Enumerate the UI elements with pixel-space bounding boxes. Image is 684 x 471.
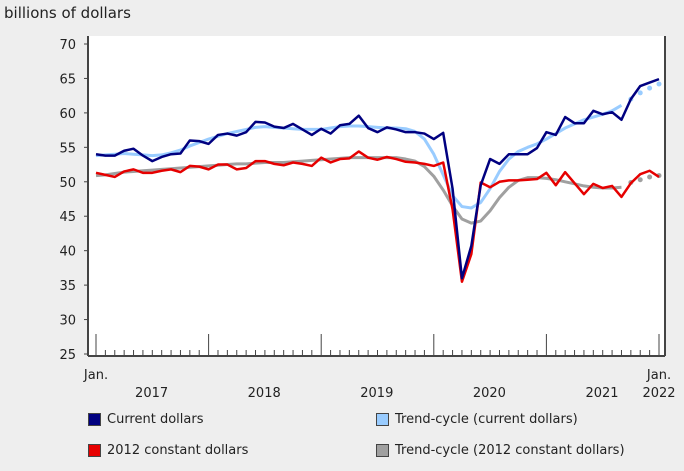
x-year-label: 2021 xyxy=(585,386,618,401)
y-tick-label: 65 xyxy=(59,72,76,87)
y-axis-title: billions of dollars xyxy=(4,4,131,22)
x-year-label: 2018 xyxy=(248,386,281,401)
x-tick-label-start: Jan. xyxy=(83,368,108,383)
legend-swatch xyxy=(88,444,101,457)
y-tick-label: 45 xyxy=(59,210,76,225)
y-tick-label: 50 xyxy=(59,176,76,191)
legend-swatch xyxy=(376,413,389,426)
y-tick-label: 40 xyxy=(59,245,76,260)
x-year-label: 2022 xyxy=(642,386,675,401)
plot-background xyxy=(88,36,665,356)
legend-item-trend-constant: Trend-cycle (2012 constant dollars) xyxy=(376,443,625,458)
x-year-label: 2020 xyxy=(473,386,506,401)
legend-swatch xyxy=(88,413,101,426)
x-year-label: 2019 xyxy=(360,386,393,401)
x-tick-label-end: Jan. xyxy=(646,368,671,383)
series-line-3 xyxy=(95,156,622,225)
legend-item-current: Current dollars xyxy=(88,412,203,427)
series-point-3 xyxy=(637,177,643,183)
legend-item-trend-current: Trend-cycle (current dollars) xyxy=(376,412,578,427)
y-tick-label: 55 xyxy=(59,141,76,156)
series-point-1 xyxy=(637,90,643,96)
y-tick-label: 60 xyxy=(59,107,76,122)
y-tick-label: 30 xyxy=(59,314,76,329)
legend-item-constant: 2012 constant dollars xyxy=(88,443,248,458)
series-line-2 xyxy=(95,150,660,283)
legend-swatch xyxy=(376,444,389,457)
y-tick-label: 25 xyxy=(59,348,76,363)
series-point-3 xyxy=(647,174,653,180)
series-point-1 xyxy=(656,81,662,87)
legend-label: Trend-cycle (2012 constant dollars) xyxy=(395,443,625,458)
legend-label: Trend-cycle (current dollars) xyxy=(395,412,578,427)
legend-label: 2012 constant dollars xyxy=(107,443,249,458)
y-tick-label: 35 xyxy=(59,279,76,294)
x-year-label: 2017 xyxy=(135,386,168,401)
y-tick-label: 70 xyxy=(59,38,76,53)
legend-label: Current dollars xyxy=(107,412,204,427)
series-point-1 xyxy=(647,85,653,91)
series-line-0 xyxy=(95,77,660,280)
